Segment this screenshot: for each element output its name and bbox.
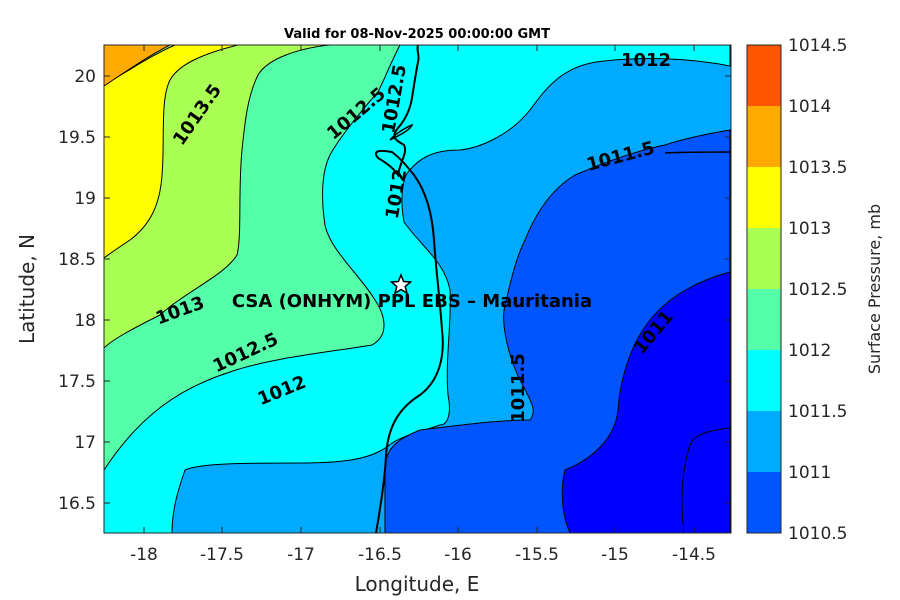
y-tick-label: 19 (74, 189, 96, 209)
colorbar-swatch (747, 472, 781, 534)
station: CSA (ONHYM) PPL EBS – Mauritania (232, 272, 592, 312)
colorbar-tick-label: 1010.5 (788, 524, 847, 544)
y-axis-label: Latitude, N (15, 234, 39, 344)
colorbar-swatch (747, 289, 781, 351)
colorbar-swatch (747, 167, 781, 229)
colorbar-tick-label: 1012 (788, 341, 831, 361)
x-axis-label: Longitude, E (355, 572, 480, 596)
colorbar-swatch (747, 45, 781, 107)
border-line (664, 151, 731, 154)
band-1014-1014.5 (104, 45, 171, 87)
plot-frame (103, 44, 732, 534)
x-tick-label: -16.5 (358, 545, 402, 565)
x-tick-label: -17.5 (200, 545, 244, 565)
colorbar-swatch (747, 228, 781, 290)
colorbar-swatch (747, 106, 781, 168)
contour-label: 1012 (621, 50, 671, 71)
x-tick-label: -18 (130, 545, 158, 565)
band-1013.5-1014 (104, 45, 239, 259)
x-tick-label: -15.5 (515, 545, 559, 565)
colorbar-frame (746, 44, 782, 534)
coastline (374, 45, 444, 533)
pressure-contour-fill (104, 45, 731, 533)
colorbar-tick-label: 1014.5 (788, 36, 847, 56)
y-tick-label: 20 (74, 67, 96, 87)
star-icon (389, 272, 413, 295)
colorbar-tick-label: 1014 (788, 97, 831, 117)
colorbar-tick-label: 1013.5 (788, 158, 847, 178)
colorbar-swatch (747, 411, 781, 473)
x-axis: -18 -17.5 -17 -16.5 -16 -15.5 -15 -14.5 … (130, 45, 716, 596)
x-tick-label: -16 (444, 545, 472, 565)
y-tick-label: 18.5 (58, 250, 96, 270)
y-axis: 20 19.5 19 18.5 18 17.5 17 16.5 Latitude… (15, 67, 731, 514)
band-1010.5-1011 (561, 271, 731, 533)
y-tick-label: 17.5 (58, 372, 96, 392)
colorbar-tick-label: 1011.5 (788, 402, 847, 422)
x-tick-label: -17 (287, 545, 315, 565)
colorbar-tick-label: 1013 (788, 219, 831, 239)
colorbar: 1014.5 1014 1013.5 1013 1012.5 1012 1011… (746, 36, 884, 544)
x-tick-label: -14.5 (672, 545, 716, 565)
y-tick-label: 16.5 (58, 494, 96, 514)
contour-label: 1011.5 (508, 353, 529, 422)
colorbar-tick-label: 1011 (788, 463, 831, 483)
x-tick-label: -15 (601, 545, 629, 565)
y-tick-label: 19.5 (58, 128, 96, 148)
colorbar-label: Surface Pressure, mb (865, 204, 884, 374)
y-tick-label: 17 (74, 433, 96, 453)
colorbar-swatch (747, 350, 781, 412)
y-tick-label: 18 (74, 311, 96, 331)
station-label: CSA (ONHYM) PPL EBS – Mauritania (232, 291, 592, 312)
colorbar-tick-label: 1012.5 (788, 280, 847, 300)
map-title: Valid for 08-Nov-2025 00:00:00 GMT (284, 27, 550, 42)
